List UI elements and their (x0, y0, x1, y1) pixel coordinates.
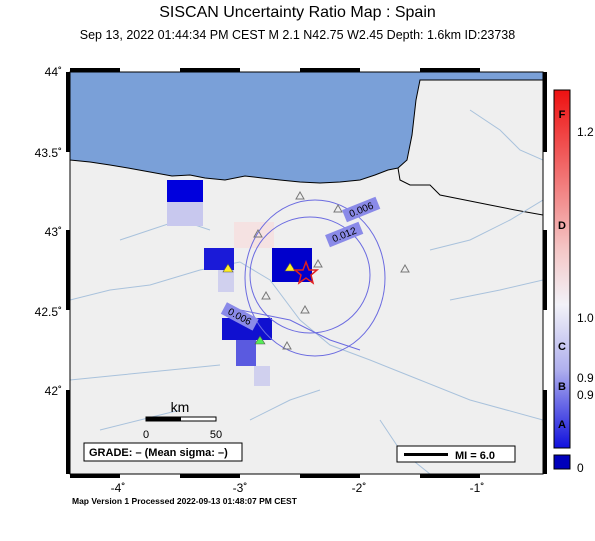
station-used-icon (222, 263, 234, 273)
y-tick-label: 42.5˚ (35, 305, 62, 319)
x-tick-label: -1˚ (470, 481, 485, 495)
uncertainty-cells (167, 180, 312, 386)
map-canvas (70, 72, 543, 474)
colorbar-value: 0 (577, 461, 584, 475)
colorbar (553, 89, 571, 470)
colorbar-value-labels: 1.2 1.0 0.9 0.9 0 (577, 125, 594, 475)
colorbar-value: 1.2 (577, 125, 594, 139)
x-tick-label: -3˚ (233, 481, 248, 495)
grade-box: GRADE: – (Mean sigma: –) (83, 442, 243, 462)
colorbar-grade-letters: F D C B A (558, 109, 566, 431)
sea-bay-of-biscay (70, 72, 543, 184)
y-tick-label: 43˚ (45, 225, 62, 239)
x-tick-label: -4˚ (111, 481, 126, 495)
colorbar-value: 1.0 (577, 311, 594, 325)
grade-letter: B (558, 381, 566, 393)
colorbar-value: 0.9 (577, 371, 594, 385)
stations (253, 190, 410, 350)
station-used-icon (284, 262, 296, 272)
map-frame (66, 68, 547, 478)
scale-unit-label: km (171, 399, 190, 415)
scale-bar: km 0 50 (143, 399, 222, 441)
y-axis-labels: 44˚ 43.5˚ 43˚ 42.5˚ 42˚ (35, 65, 62, 398)
border-line (397, 167, 543, 216)
x-tick-label: -2˚ (352, 481, 367, 495)
map-title: SISCAN Uncertainty Ratio Map : Spain (159, 4, 436, 21)
station-used-icon (254, 335, 266, 345)
contour-lines (239, 199, 386, 357)
grade-letter: A (558, 419, 566, 431)
epicenter-star-icon (292, 259, 320, 285)
y-tick-label: 42˚ (45, 384, 62, 398)
scale-tick-label: 0 (143, 429, 149, 441)
processing-footer: Map Version 1 Processed 2022-09-13 01:48… (72, 496, 297, 506)
svg-text:MI = 6.0: MI = 6.0 (455, 450, 495, 462)
y-tick-label: 44˚ (45, 65, 62, 79)
event-info: Sep 13, 2022 01:44:34 PM CEST M 2.1 N42.… (79, 28, 516, 42)
svg-text:GRADE: – (Mean sigma: –): GRADE: – (Mean sigma: –) (89, 447, 228, 459)
mi-legend-box: MI = 6.0 (396, 445, 516, 463)
colorbar-value: 0.9 (577, 388, 594, 402)
x-axis-labels: -4˚ -3˚ -2˚ -1˚ (111, 481, 485, 495)
grade-letter: C (558, 341, 566, 353)
grade-letter: F (559, 109, 566, 121)
scale-tick-label: 50 (210, 429, 222, 441)
y-tick-label: 43.5˚ (35, 146, 62, 160)
grade-letter: D (558, 220, 566, 232)
